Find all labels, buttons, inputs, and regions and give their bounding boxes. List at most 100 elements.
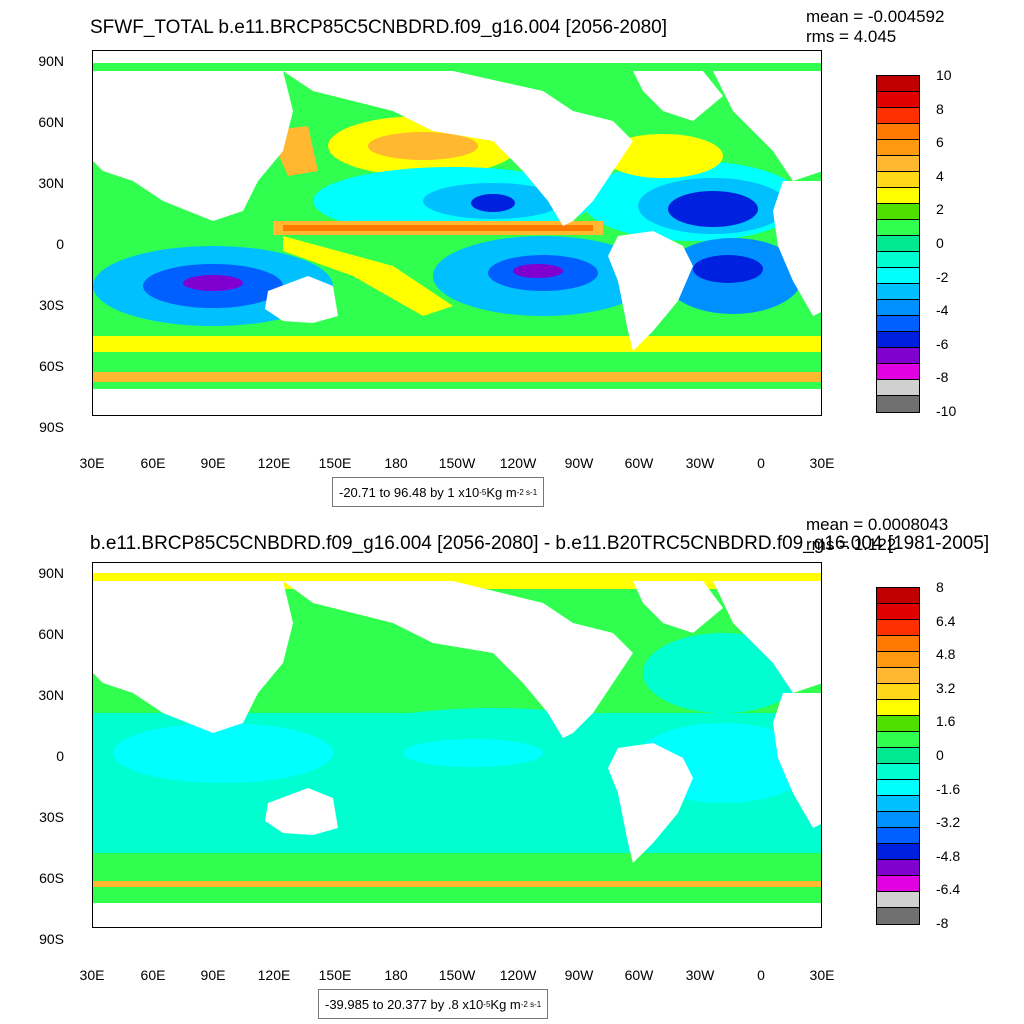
bottom-lon-label: 120W — [499, 967, 537, 983]
bottom-lat-label: 30S — [39, 809, 64, 825]
bottom-lon-label: 150W — [438, 967, 476, 983]
top-map-field — [93, 51, 821, 415]
colorbar-swatch — [877, 780, 919, 796]
colorbar-swatch — [877, 892, 919, 908]
bottom-contour-caption: -39.985 to 20.377 by .8 x10 -5 Kg m -2 s-1 — [318, 989, 549, 1019]
colorbar-swatch — [877, 732, 919, 748]
bottom-lon-label: 120E — [257, 967, 291, 983]
bottom-mean-text: mean = 0.0008043 — [806, 515, 949, 534]
top-caption-units-exp: -2 s-1 — [516, 487, 538, 497]
colorbar-swatch — [877, 348, 919, 364]
top-lon-label: 120W — [499, 455, 537, 471]
top-rms-text: rms = 4.045 — [806, 27, 897, 46]
colorbar-swatch — [877, 92, 919, 108]
top-lat-label: 30N — [38, 175, 64, 191]
top-lat-label: 0 — [56, 236, 64, 252]
colorbar-swatch — [877, 156, 919, 172]
colorbar-swatch — [877, 140, 919, 156]
bottom-colorbar — [876, 587, 920, 925]
top-lon-label: 90W — [564, 455, 594, 471]
colorbar-swatch — [877, 844, 919, 860]
bottom-lon-label: 90E — [200, 967, 226, 983]
colorbar-swatch — [877, 860, 919, 876]
colorbar-swatch — [877, 252, 919, 268]
top-caption-exp: -5 — [479, 487, 487, 497]
colorbar-label: -10 — [936, 403, 957, 419]
colorbar-label: -8 — [936, 915, 949, 931]
bottom-lat-label: 30N — [38, 687, 64, 703]
colorbar-label: -8 — [936, 369, 949, 386]
top-colorbar-swatches — [876, 75, 920, 413]
colorbar-label: -3.2 — [936, 814, 961, 831]
colorbar-swatch — [877, 908, 919, 924]
top-lon-label: 30E — [809, 455, 835, 471]
bottom-lon-label: 60E — [140, 967, 166, 983]
bottom-map-title: b.e11.BRCP85C5CNBDRD.f09_g16.004 [2056-2… — [90, 533, 990, 554]
bottom-map-plot — [92, 562, 822, 928]
bottom-lat-label: 0 — [56, 748, 64, 764]
top-lat-label: 30S — [39, 297, 64, 313]
top-lon-label: 60W — [624, 455, 654, 471]
colorbar-label: -2 — [936, 268, 949, 285]
top-mean-text: mean = -0.004592 — [806, 7, 945, 26]
colorbar-swatch — [877, 620, 919, 636]
colorbar-swatch — [877, 748, 919, 764]
top-lon-label: 150W — [438, 455, 476, 471]
top-colorbar — [876, 75, 920, 413]
top-lon-label: 90E — [200, 455, 226, 471]
top-contour-caption: -20.71 to 96.48 by 1 x10 -5 Kg m -2 s-1 — [332, 477, 545, 507]
colorbar-label: 2 — [936, 201, 944, 218]
top-lon-label: 120E — [257, 455, 291, 471]
top-caption-units: Kg m — [486, 484, 517, 500]
colorbar-swatch — [877, 300, 919, 316]
bottom-caption-units-exp: -2 s-1 — [520, 999, 542, 1009]
bottom-lon-label: 180 — [384, 967, 408, 983]
colorbar-label: 4 — [936, 167, 944, 184]
colorbar-label: -1.6 — [936, 780, 961, 797]
bottom-lon-label: 90W — [564, 967, 594, 983]
colorbar-swatch — [877, 684, 919, 700]
bottom-caption-prefix: -39.985 to 20.377 by .8 x10 — [325, 996, 484, 1012]
colorbar-label: 3.2 — [936, 679, 956, 696]
colorbar-swatch — [877, 604, 919, 620]
colorbar-label: 1.6 — [936, 713, 956, 730]
bottom-lon-label: 30E — [79, 967, 105, 983]
colorbar-swatch — [877, 812, 919, 828]
bottom-colorbar-swatches — [876, 587, 920, 925]
top-lon-label: 60E — [140, 455, 166, 471]
colorbar-swatch — [877, 76, 919, 92]
top-lat-label: 60S — [39, 358, 64, 374]
colorbar-swatch — [877, 700, 919, 716]
bottom-lat-label: 90N — [38, 565, 64, 581]
colorbar-swatch — [877, 396, 919, 412]
bottom-lat-label: 60N — [38, 626, 64, 642]
colorbar-swatch — [877, 284, 919, 300]
colorbar-swatch — [877, 220, 919, 236]
bottom-map-field — [93, 563, 821, 927]
bottom-lon-label: 30W — [685, 967, 715, 983]
colorbar-label: 0 — [936, 235, 944, 251]
colorbar-label: 8 — [936, 579, 944, 595]
top-lon-label: 30W — [685, 455, 715, 471]
bottom-lon-label: 60W — [624, 967, 654, 983]
colorbar-swatch — [877, 268, 919, 284]
colorbar-swatch — [877, 828, 919, 844]
bottom-map-panel: b.e11.BRCP85C5CNBDRD.f09_g16.004 [2056-2… — [0, 512, 1024, 1024]
colorbar-label: -4.8 — [936, 847, 961, 864]
colorbar-label: -6.4 — [936, 881, 961, 898]
top-lon-label: 0 — [757, 455, 765, 471]
colorbar-swatch — [877, 188, 919, 204]
colorbar-swatch — [877, 124, 919, 140]
colorbar-swatch — [877, 236, 919, 252]
colorbar-label: 4.8 — [936, 646, 956, 663]
colorbar-swatch — [877, 796, 919, 812]
top-lat-label: 90S — [39, 419, 64, 435]
colorbar-label: 8 — [936, 100, 944, 117]
colorbar-swatch — [877, 204, 919, 220]
colorbar-label: 6 — [936, 134, 944, 151]
bottom-lon-label: 0 — [757, 967, 765, 983]
colorbar-swatch — [877, 172, 919, 188]
colorbar-label: 6.4 — [936, 612, 956, 629]
colorbar-swatch — [877, 108, 919, 124]
top-lon-label: 180 — [384, 455, 408, 471]
